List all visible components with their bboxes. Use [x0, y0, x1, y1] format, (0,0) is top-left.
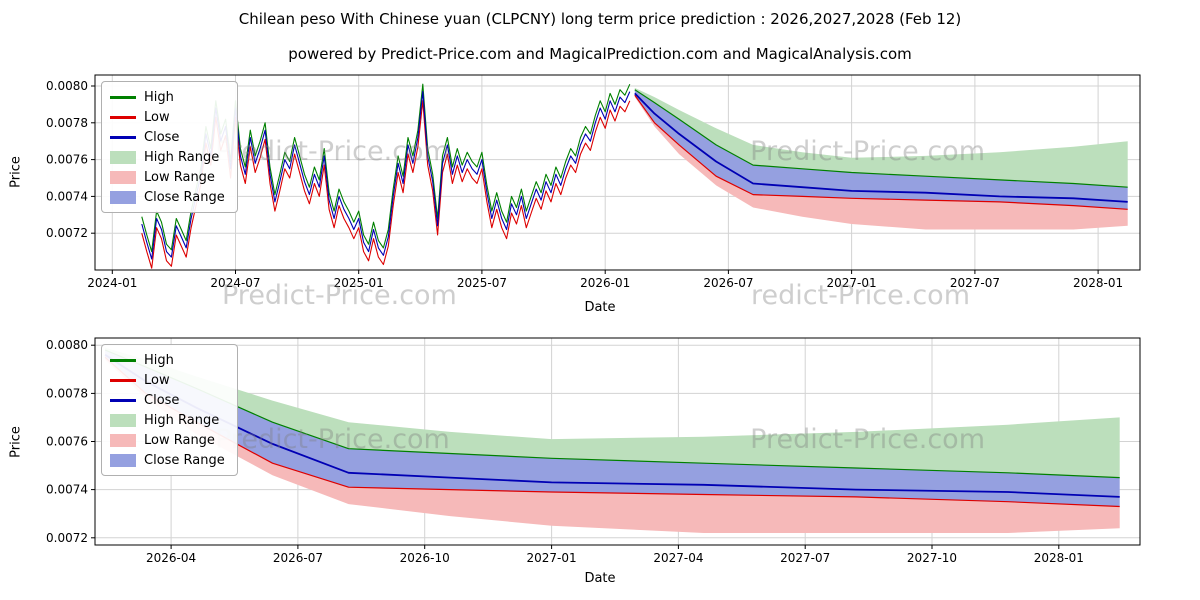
patch-swatch	[110, 170, 136, 184]
x-tick-label: 2027-10	[907, 551, 957, 565]
legend-bottom: High Low Close High Range Low Range Close Ran…	[101, 344, 238, 476]
x-tick-label: 2024-01	[87, 276, 137, 290]
x-tick-label: 2028-01	[1034, 551, 1084, 565]
forecast-detail-chart: 2026-04 2026-07 2026-10 2027-01 2027-04 2027-…	[46, 337, 1141, 565]
legend-label: Close Range	[144, 452, 225, 468]
forecast-low-line	[634, 94, 1128, 210]
legend-label: Close Range	[144, 189, 225, 205]
legend-item-low-range: Low Range	[110, 430, 225, 450]
x-tick-label: 2026-07	[273, 551, 323, 565]
patch-swatch	[110, 190, 136, 204]
plot-border	[94, 337, 1141, 546]
y-tick-label: 0.0074	[46, 483, 88, 497]
x-tick-label: 2027-07	[950, 276, 1000, 290]
close-range-band	[634, 89, 1128, 210]
close-range-band	[105, 350, 1120, 507]
legend-label: Low	[144, 372, 170, 388]
patch-swatch	[110, 453, 136, 467]
x-axis-label-top: Date	[584, 300, 616, 315]
page-title: Chilean peso With Chinese yuan (CLPCNY) …	[238, 10, 962, 28]
x-axis-label-bottom: Date	[584, 571, 616, 586]
y-tick-label: 0.0076	[46, 435, 88, 449]
low-range-band	[105, 357, 1120, 533]
x-tick-label: 2027-01	[827, 276, 877, 290]
line-swatch	[110, 135, 136, 139]
legend-item-close: Close	[110, 390, 225, 410]
legend-label: Low Range	[144, 169, 215, 185]
plot-border	[94, 74, 1141, 271]
high-range-band	[634, 87, 1128, 188]
page-subtitle: powered by Predict-Price.com and Magical…	[288, 45, 912, 63]
legend-label: High Range	[144, 149, 220, 165]
y-tick-label: 0.0080	[46, 79, 88, 93]
legend-item-close-range: Close Range	[110, 187, 225, 207]
line-swatch	[110, 95, 136, 99]
y-tick-label: 0.0078	[46, 116, 88, 130]
y-tick-label: 0.0080	[46, 338, 88, 352]
legend-item-close-range: Close Range	[110, 450, 225, 470]
legend-item-high-range: High Range	[110, 147, 225, 167]
x-tick-label: 2026-01	[580, 276, 630, 290]
high-range-band	[105, 347, 1120, 478]
legend-label: Low	[144, 109, 170, 125]
line-swatch	[110, 115, 136, 119]
line-swatch	[110, 358, 136, 362]
y-tick-label: 0.0072	[46, 531, 88, 545]
forecast-close-line	[634, 92, 1128, 203]
x-tick-label: 2027-07	[780, 551, 830, 565]
x-tick-label: 2026-10	[400, 551, 450, 565]
x-tick-label: 2024-07	[210, 276, 260, 290]
legend-item-high: High	[110, 87, 225, 107]
patch-swatch	[110, 433, 136, 447]
x-tick-label: 2026-04	[146, 551, 196, 565]
y-tick-label: 0.0076	[46, 153, 88, 167]
x-tick-label: 2025-01	[334, 276, 384, 290]
legend-top: High Low Close High Range Low Range Close Ran…	[101, 81, 238, 213]
legend-label: Close	[144, 129, 180, 145]
legend-label: Close	[144, 392, 180, 408]
forecast-high-line	[634, 89, 1128, 188]
legend-item-low: Low	[110, 370, 225, 390]
y-tick-label: 0.0078	[46, 386, 88, 400]
legend-item-close: Close	[110, 127, 225, 147]
x-tick-label: 2027-01	[527, 551, 577, 565]
legend-label: Low Range	[144, 432, 215, 448]
legend-label: High	[144, 89, 174, 105]
legend-item-high: High	[110, 350, 225, 370]
patch-swatch	[110, 150, 136, 164]
y-tick-label: 0.0072	[46, 226, 88, 240]
y-tick-label: 0.0074	[46, 189, 88, 203]
line-swatch	[110, 378, 136, 382]
legend-item-low-range: Low Range	[110, 167, 225, 187]
legend-item-low: Low	[110, 107, 225, 127]
low-range-band	[634, 95, 1128, 230]
legend-item-high-range: High Range	[110, 410, 225, 430]
x-tick-label: 2025-07	[457, 276, 507, 290]
legend-label: High	[144, 352, 174, 368]
x-tick-label: 2026-07	[703, 276, 753, 290]
x-tick-label: 2028-01	[1073, 276, 1123, 290]
patch-swatch	[110, 413, 136, 427]
line-swatch	[110, 398, 136, 402]
legend-label: High Range	[144, 412, 220, 428]
x-tick-label: 2027-04	[653, 551, 703, 565]
